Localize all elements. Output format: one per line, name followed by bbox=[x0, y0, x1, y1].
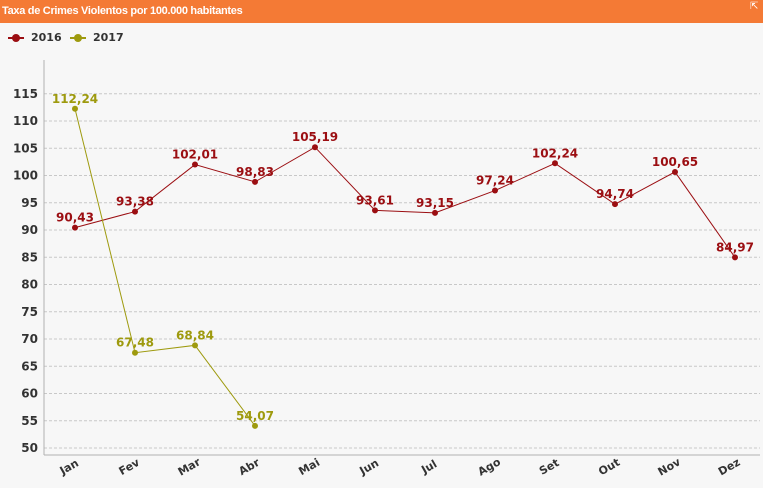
data-point-2016 bbox=[492, 187, 498, 194]
x-tick-label: Mar bbox=[176, 455, 204, 478]
data-point-2016 bbox=[312, 144, 318, 151]
data-point-2016 bbox=[132, 208, 138, 215]
data-label-2016: 84,97 bbox=[716, 240, 754, 254]
legend-swatch-2016 bbox=[8, 34, 24, 42]
series-line-2016 bbox=[74, 146, 736, 258]
data-label-2017: 54,07 bbox=[236, 409, 274, 423]
data-label-2016: 100,65 bbox=[652, 155, 698, 169]
x-tick-label: Jan bbox=[57, 456, 81, 477]
y-tick-label: 75 bbox=[21, 305, 38, 319]
x-tick-label: Jun bbox=[357, 456, 381, 478]
data-label-2016: 97,24 bbox=[476, 174, 514, 188]
data-point-2016 bbox=[372, 207, 378, 214]
x-tick-label: Ago bbox=[476, 455, 504, 478]
y-tick-label: 110 bbox=[13, 114, 38, 128]
data-point-2017 bbox=[132, 349, 138, 356]
data-label-2017: 112,24 bbox=[52, 92, 98, 106]
y-tick-label: 100 bbox=[13, 169, 38, 183]
data-point-2016 bbox=[552, 160, 558, 167]
data-label-2016: 93,61 bbox=[356, 193, 394, 207]
y-tick-label: 90 bbox=[21, 223, 38, 237]
data-label-2016: 93,38 bbox=[116, 195, 154, 209]
y-tick-label: 70 bbox=[21, 332, 38, 346]
y-tick-label: 85 bbox=[21, 250, 38, 264]
y-tick-label: 60 bbox=[21, 387, 38, 401]
data-point-2017 bbox=[252, 422, 258, 429]
data-label-2017: 67,48 bbox=[116, 336, 154, 350]
data-point-2016 bbox=[252, 178, 258, 185]
y-tick-label: 55 bbox=[21, 414, 38, 428]
data-point-2016 bbox=[732, 254, 738, 261]
data-label-2016: 102,01 bbox=[172, 148, 218, 162]
y-tick-label: 95 bbox=[21, 196, 38, 210]
data-point-2016 bbox=[192, 161, 198, 168]
legend-label-2017: 2017 bbox=[93, 31, 124, 44]
chart-title: Taxa de Crimes Violentos por 100.000 hab… bbox=[2, 5, 243, 17]
expand-icon[interactable]: ⇱ bbox=[750, 1, 759, 12]
x-tick-label: Dez bbox=[716, 456, 742, 479]
data-label-2016: 93,15 bbox=[416, 196, 454, 210]
data-label-2016: 90,43 bbox=[56, 211, 94, 225]
y-tick-label: 115 bbox=[13, 87, 38, 101]
y-tick-label: 50 bbox=[21, 441, 38, 455]
x-tick-label: Out bbox=[596, 456, 622, 478]
x-tick-label: Fev bbox=[117, 456, 143, 479]
data-label-2016: 98,83 bbox=[236, 165, 274, 179]
data-label-2017: 68,84 bbox=[176, 328, 214, 342]
data-point-2016 bbox=[432, 209, 438, 216]
data-point-2016 bbox=[612, 201, 618, 208]
series-line-2017 bbox=[74, 108, 256, 427]
title-bar: Taxa de Crimes Violentos por 100.000 hab… bbox=[0, 0, 763, 23]
legend-label-2016: 2016 bbox=[31, 31, 62, 44]
y-tick-label: 65 bbox=[21, 359, 38, 373]
data-point-2017 bbox=[192, 342, 198, 349]
y-tick-label: 80 bbox=[21, 278, 38, 292]
data-label-2016: 105,19 bbox=[292, 130, 338, 144]
x-tick-label: Nov bbox=[656, 455, 684, 479]
data-label-2016: 94,74 bbox=[596, 187, 634, 201]
x-tick-label: Abr bbox=[237, 456, 263, 478]
data-point-2016 bbox=[72, 224, 78, 231]
data-point-2016 bbox=[672, 168, 678, 175]
data-point-2017 bbox=[72, 105, 78, 112]
legend-swatch-2017 bbox=[70, 34, 86, 42]
x-tick-label: Mai bbox=[296, 456, 322, 478]
x-tick-label: Set bbox=[537, 456, 561, 478]
y-tick-label: 105 bbox=[13, 141, 38, 155]
data-label-2016: 102,24 bbox=[532, 146, 578, 160]
x-tick-label: Jul bbox=[418, 457, 439, 477]
